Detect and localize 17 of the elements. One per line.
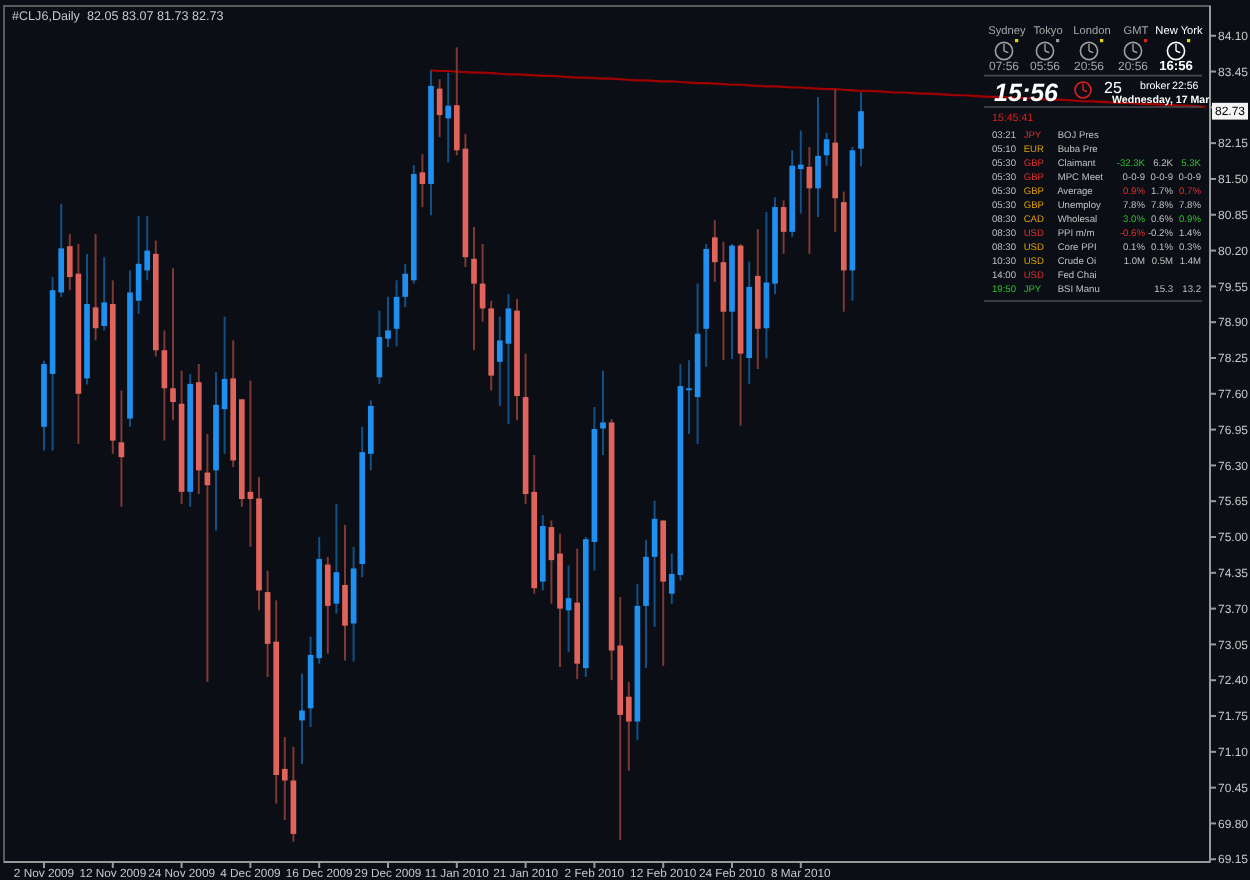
candlestick: [496, 315, 503, 407]
candlestick: [471, 225, 477, 352]
annotation: 25: [1104, 79, 1123, 97]
candlestick: [711, 219, 718, 283]
candlestick: [333, 502, 340, 615]
candlestick: [419, 153, 426, 209]
candlestick: [170, 267, 176, 422]
candlestick: [101, 256, 108, 332]
candlestick: [815, 95, 821, 218]
candlestick: [324, 555, 331, 655]
candlestick: [445, 71, 452, 164]
candlestick: [299, 672, 305, 765]
candlestick: [600, 369, 606, 456]
candlestick: [505, 293, 512, 426]
candlestick: [858, 91, 864, 168]
line-series: [429, 69, 1207, 108]
candlestick: [342, 523, 348, 662]
